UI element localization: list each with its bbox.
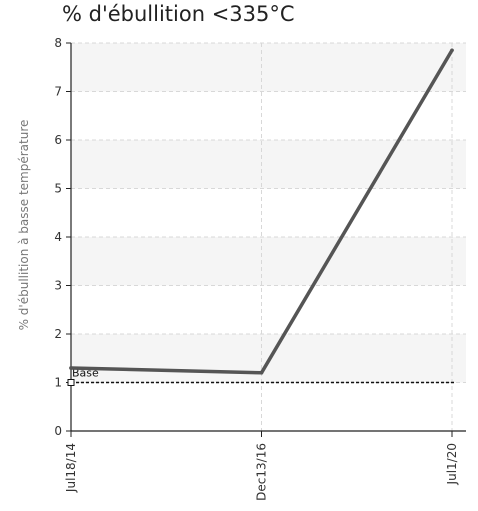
- x-tick-label: Jul18/14: [64, 443, 78, 493]
- y-tick-label: 0: [54, 424, 62, 438]
- y-tick-label: 1: [54, 376, 62, 390]
- background-band: [71, 237, 466, 286]
- x-tick-label: Jul1/20: [445, 443, 459, 485]
- y-axis-ticks: 0 1 2 3 4 5 6 7 8: [54, 36, 71, 438]
- baseline-marker: [67, 379, 75, 386]
- data-point: [450, 48, 454, 53]
- x-tick-label: Dec13/16: [255, 443, 269, 501]
- chart-title: % d'ébullition <335°C: [62, 2, 295, 26]
- y-tick-label: 4: [54, 230, 62, 244]
- series-group: [69, 48, 454, 375]
- background-band: [71, 43, 466, 92]
- background-bands: [71, 43, 466, 383]
- y-tick-label: 6: [54, 133, 62, 147]
- y-axis-label: % d'ébullition à basse température: [17, 120, 31, 331]
- y-tick-label: 7: [54, 85, 62, 99]
- data-point: [69, 366, 73, 370]
- y-tick-label: 2: [54, 327, 62, 341]
- grid-lines: [70, 42, 466, 431]
- x-axis-ticks: Jul18/14 Dec13/16 Jul1/20: [64, 431, 459, 501]
- data-point: [259, 371, 264, 375]
- background-band: [71, 140, 466, 189]
- y-tick-label: 5: [54, 182, 62, 196]
- y-tick-label: 3: [54, 279, 62, 293]
- y-tick-label: 8: [54, 36, 62, 50]
